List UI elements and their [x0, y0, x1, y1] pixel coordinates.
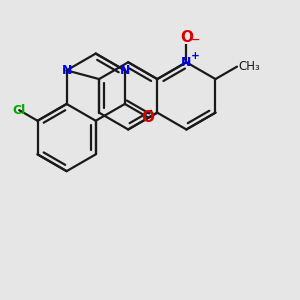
- Text: −: −: [190, 35, 200, 45]
- Text: +: +: [191, 51, 200, 61]
- Text: N: N: [61, 64, 72, 77]
- Text: O: O: [141, 110, 154, 124]
- Text: Cl: Cl: [13, 104, 26, 117]
- Text: O: O: [180, 30, 193, 45]
- Text: CH₃: CH₃: [238, 60, 260, 73]
- Text: N: N: [120, 64, 130, 77]
- Text: N: N: [181, 56, 192, 69]
